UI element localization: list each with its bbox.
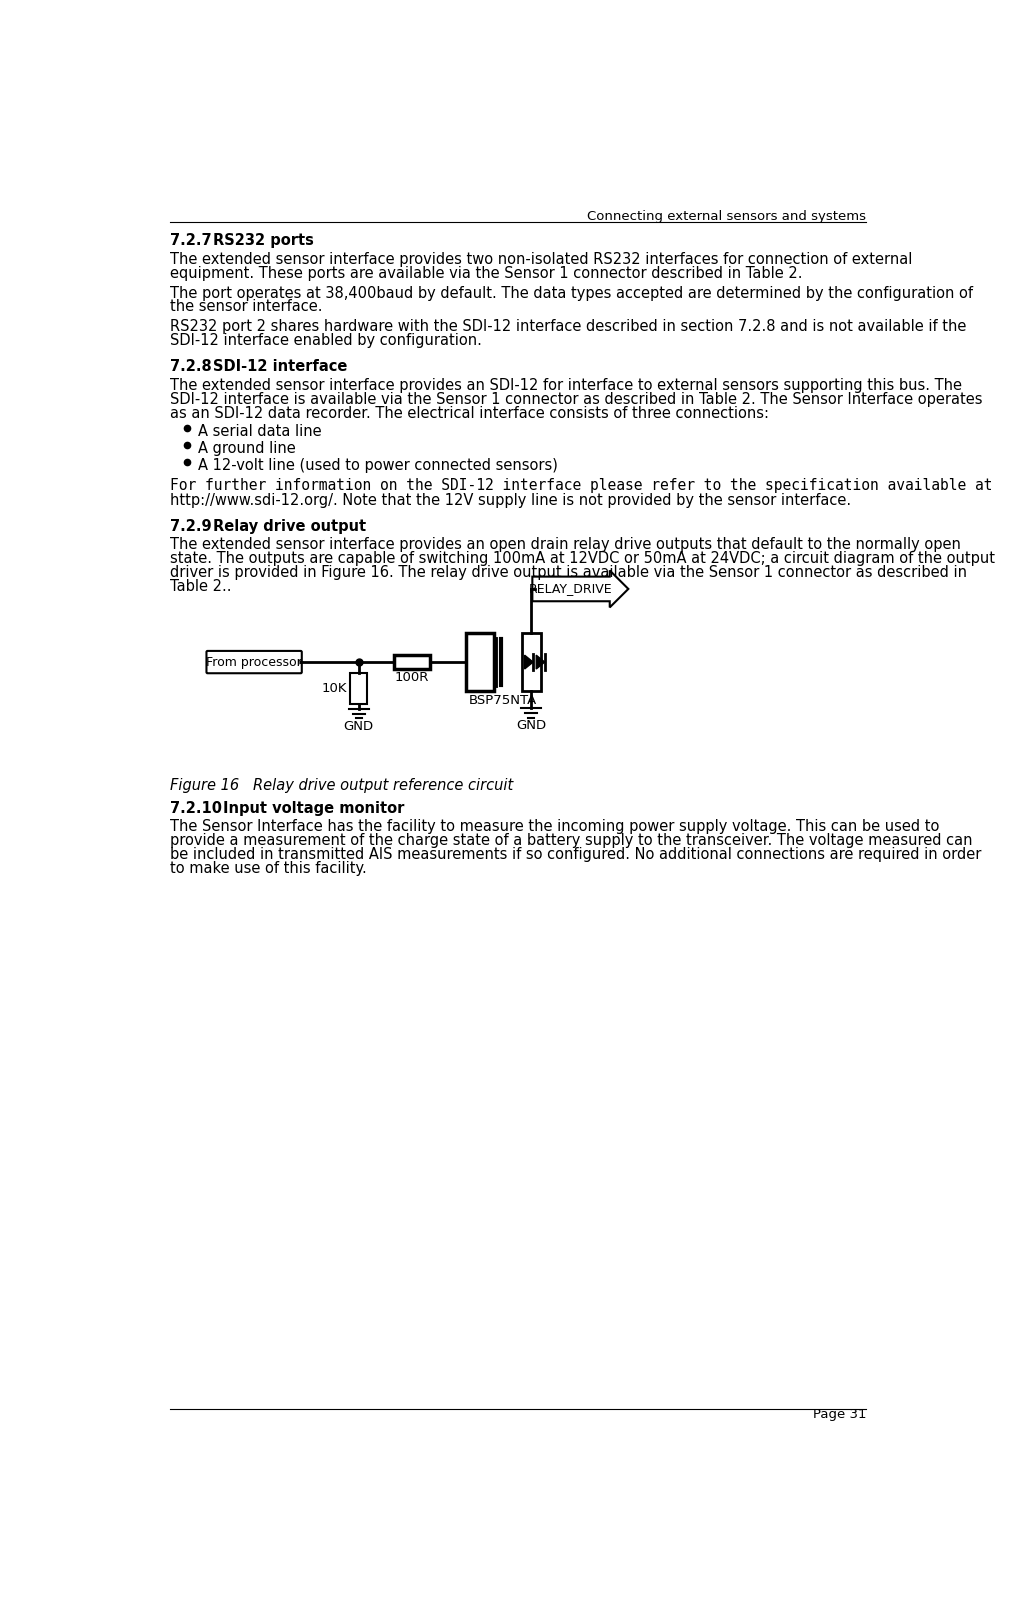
- Polygon shape: [524, 654, 533, 669]
- Text: to make use of this facility.: to make use of this facility.: [171, 861, 368, 876]
- Text: A serial data line: A serial data line: [198, 423, 321, 440]
- Text: Page 31: Page 31: [813, 1408, 867, 1422]
- Text: as an SDI-12 data recorder. The electrical interface consists of three connectio: as an SDI-12 data recorder. The electric…: [171, 406, 770, 420]
- Text: From processor: From processor: [206, 656, 302, 669]
- Text: state. The outputs are capable of switching 100mA at 12VDC or 50mA at 24VDC; a c: state. The outputs are capable of switch…: [171, 551, 996, 566]
- Text: RS232 port 2 shares hardware with the SDI-12 interface described in section 7.2.: RS232 port 2 shares hardware with the SD…: [171, 320, 967, 335]
- Text: Table 2..: Table 2..: [171, 579, 232, 595]
- Text: SDI-12 interface enabled by configuration.: SDI-12 interface enabled by configuratio…: [171, 333, 483, 349]
- Text: Relay drive output: Relay drive output: [213, 519, 367, 533]
- Text: RS232 ports: RS232 ports: [213, 233, 314, 249]
- Text: For further information on the SDI-12 interface please refer to the specificatio: For further information on the SDI-12 in…: [171, 478, 993, 493]
- Text: equipment. These ports are available via the Sensor 1 connector described in Tab: equipment. These ports are available via…: [171, 265, 803, 281]
- Text: http://www.sdi-12.org/. Note that the 12V supply line is not provided by the sen: http://www.sdi-12.org/. Note that the 12…: [171, 493, 851, 507]
- Text: 100R: 100R: [395, 671, 429, 684]
- Text: provide a measurement of the charge state of a battery supply to the transceiver: provide a measurement of the charge stat…: [171, 832, 973, 848]
- Text: Input voltage monitor: Input voltage monitor: [223, 800, 404, 816]
- Text: The port operates at 38,400baud by default. The data types accepted are determin: The port operates at 38,400baud by defau…: [171, 286, 974, 301]
- Bar: [466, 633, 494, 692]
- Text: The extended sensor interface provides an open drain relay drive outputs that de: The extended sensor interface provides a…: [171, 538, 962, 553]
- Text: RELAY_DRIVE: RELAY_DRIVE: [528, 582, 612, 595]
- Text: GND: GND: [516, 719, 546, 732]
- Text: 7.2.8: 7.2.8: [171, 359, 212, 375]
- Text: The Sensor Interface has the facility to measure the incoming power supply volta: The Sensor Interface has the facility to…: [171, 819, 939, 834]
- Text: SDI-12 interface is available via the Sensor 1 connector as described in Table 2: SDI-12 interface is available via the Se…: [171, 391, 983, 407]
- Polygon shape: [536, 654, 544, 669]
- Text: 10K: 10K: [321, 682, 347, 695]
- Text: GND: GND: [343, 719, 374, 732]
- Text: 7.2.9: 7.2.9: [171, 519, 212, 533]
- Text: A ground line: A ground line: [198, 441, 295, 456]
- Text: BSP75NTA: BSP75NTA: [470, 695, 537, 708]
- Text: 7.2.7: 7.2.7: [171, 233, 212, 249]
- Text: A 12-volt line (used to power connected sensors): A 12-volt line (used to power connected …: [198, 457, 558, 473]
- Text: the sensor interface.: the sensor interface.: [171, 299, 323, 315]
- Text: SDI-12 interface: SDI-12 interface: [213, 359, 347, 375]
- Text: driver is provided in Figure 16. The relay drive output is available via the Sen: driver is provided in Figure 16. The rel…: [171, 566, 968, 580]
- FancyBboxPatch shape: [206, 651, 302, 674]
- Text: The extended sensor interface provides an SDI-12 for interface to external senso: The extended sensor interface provides a…: [171, 378, 963, 393]
- Text: Figure 16   Relay drive output reference circuit: Figure 16 Relay drive output reference c…: [171, 777, 514, 792]
- Bar: [394, 654, 430, 669]
- Text: Connecting external sensors and systems: Connecting external sensors and systems: [588, 210, 867, 223]
- Text: The extended sensor interface provides two non-isolated RS232 interfaces for con: The extended sensor interface provides t…: [171, 252, 913, 267]
- Bar: [521, 633, 541, 692]
- Bar: [350, 672, 368, 705]
- Text: 7.2.10: 7.2.10: [171, 800, 222, 816]
- FancyBboxPatch shape: [532, 570, 628, 608]
- Text: be included in transmitted AIS measurements if so configured. No additional conn: be included in transmitted AIS measureme…: [171, 847, 982, 861]
